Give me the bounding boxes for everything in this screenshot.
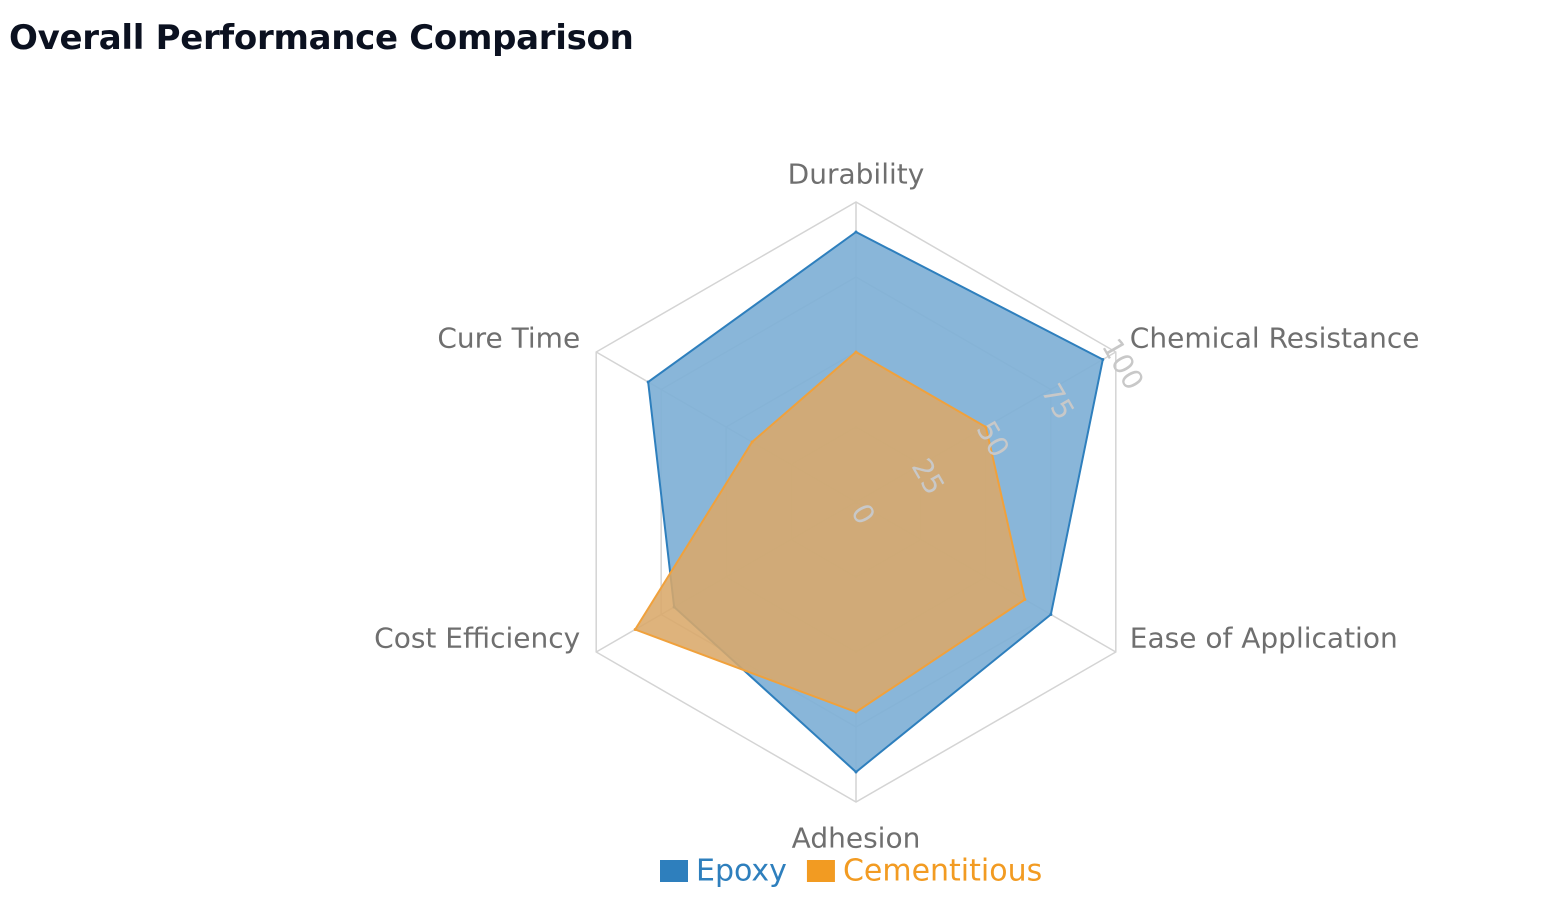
data-point-epoxy <box>854 230 858 234</box>
data-point-cementitious <box>854 350 858 354</box>
legend-swatch <box>806 860 835 882</box>
data-point-epoxy <box>1101 358 1105 361</box>
axis-label-ease-of-application: Ease of Application <box>1130 622 1398 655</box>
legend-label: Epoxy <box>696 854 787 889</box>
data-point-cementitious <box>854 710 858 714</box>
radar-series <box>633 230 1105 774</box>
legend-item-cementitious[interactable]: Cementitious <box>806 854 1042 889</box>
axis-label-chemical-resistance: Chemical Resistance <box>1130 322 1420 355</box>
page-title: Overall Performance Comparison <box>9 18 634 58</box>
legend-item-epoxy[interactable]: Epoxy <box>660 854 787 889</box>
data-point-cementitious <box>750 440 754 444</box>
data-point-cementitious <box>1023 598 1027 601</box>
axis-label-cost-efficiency: Cost Efficiency <box>374 622 580 655</box>
data-point-cementitious <box>633 628 637 631</box>
data-point-epoxy <box>854 770 858 774</box>
legend-label: Cementitious <box>843 854 1042 889</box>
chart-legend[interactable]: Epoxy Cementitious <box>660 854 1042 889</box>
data-point-epoxy <box>1049 613 1053 616</box>
axis-label-durability: Durability <box>788 158 925 191</box>
radar-axis-labels: Durability Chemical Resistance Ease of App… <box>374 158 1419 855</box>
data-point-epoxy <box>646 380 650 384</box>
legend-swatch <box>660 860 688 882</box>
axis-label-adhesion: Adhesion <box>792 822 921 855</box>
data-point-cementitious <box>984 425 988 429</box>
axis-label-cure-time: Cure Time <box>437 322 580 355</box>
